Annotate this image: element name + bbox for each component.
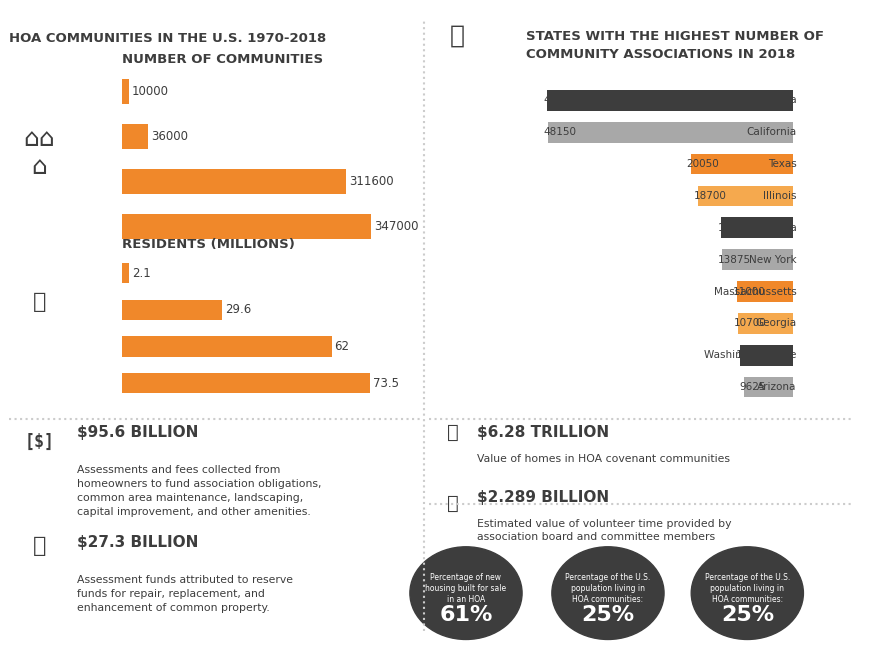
Text: $27.3 BILLION: $27.3 BILLION	[77, 535, 199, 550]
Text: 🗺: 🗺	[449, 24, 465, 47]
Bar	[548, 90, 793, 110]
Text: STATES WITH THE HIGHEST NUMBER OF
COMMUNITY ASSOCIATIONS IN 2018: STATES WITH THE HIGHEST NUMBER OF COMMUN…	[525, 31, 824, 60]
Text: [$]: [$]	[24, 433, 54, 451]
Bar	[737, 281, 793, 302]
Text: 💰: 💰	[447, 422, 459, 442]
Bar	[548, 122, 793, 142]
Text: 10000: 10000	[132, 85, 169, 98]
Text: 11000: 11000	[733, 287, 766, 296]
Text: Percentage of the U.S.
population living in
HOA communities:: Percentage of the U.S. population living…	[565, 573, 651, 604]
Text: New York: New York	[749, 255, 797, 265]
Text: RESIDENTS (MILLIONS): RESIDENTS (MILLIONS)	[122, 239, 294, 252]
Text: 29.6: 29.6	[225, 304, 251, 317]
Bar	[722, 250, 793, 270]
Text: Texas: Texas	[768, 159, 797, 169]
Bar	[122, 124, 148, 149]
Bar	[739, 345, 793, 365]
Text: 62: 62	[334, 340, 349, 353]
Text: 2.1: 2.1	[132, 266, 151, 280]
Text: Assessment funds attributed to reserve
funds for repair, replacement, and
enhanc: Assessment funds attributed to reserve f…	[77, 575, 293, 613]
Text: 61%: 61%	[439, 605, 493, 625]
Text: $2.289 BILLION: $2.289 BILLION	[477, 490, 609, 505]
Bar	[122, 170, 346, 194]
Text: Assessments and fees collected from
homeowners to fund association obligations,
: Assessments and fees collected from home…	[77, 465, 321, 517]
Text: 20050: 20050	[686, 159, 719, 169]
Text: 311600: 311600	[348, 176, 394, 188]
Text: 73.5: 73.5	[373, 377, 399, 390]
Text: ⌂⌂
⌂: ⌂⌂ ⌂	[24, 127, 55, 179]
Bar	[698, 186, 793, 206]
Text: Percentage of the U.S.
population living in
HOA communities:: Percentage of the U.S. population living…	[705, 573, 790, 604]
Bar	[122, 337, 332, 357]
Bar	[122, 263, 129, 283]
Text: NUMBER OF COMMUNITIES: NUMBER OF COMMUNITIES	[122, 53, 323, 66]
Text: California: California	[746, 127, 797, 137]
Text: 🙌: 🙌	[447, 494, 459, 514]
Text: $95.6 BILLION: $95.6 BILLION	[77, 425, 199, 440]
Text: 9625: 9625	[739, 382, 766, 392]
Text: North Carolina: North Carolina	[721, 223, 797, 233]
Text: 25%: 25%	[582, 605, 634, 625]
Bar	[691, 154, 793, 174]
Text: Massachussetts: Massachussetts	[714, 287, 797, 296]
Text: 25%: 25%	[721, 605, 773, 625]
Text: Washington State: Washington State	[705, 350, 797, 360]
Bar	[721, 218, 793, 238]
Circle shape	[692, 547, 803, 640]
Text: 10700: 10700	[734, 318, 767, 328]
Bar	[122, 300, 222, 320]
Circle shape	[552, 547, 664, 640]
Text: 48150: 48150	[544, 127, 577, 137]
Bar	[122, 214, 371, 239]
Text: Arizona: Arizona	[757, 382, 797, 392]
Text: Illinois: Illinois	[763, 191, 797, 201]
Bar	[122, 373, 370, 393]
Text: 👥: 👥	[32, 292, 46, 312]
Text: 36000: 36000	[151, 130, 187, 143]
Text: 347000: 347000	[375, 220, 419, 233]
Text: $6.28 TRILLION: $6.28 TRILLION	[477, 425, 609, 440]
Text: Estimated value of volunteer time provided by
association board and committee me: Estimated value of volunteer time provid…	[477, 519, 732, 542]
Circle shape	[410, 547, 522, 640]
Text: 14000: 14000	[718, 223, 750, 233]
Text: 13875: 13875	[718, 255, 751, 265]
Text: 10450: 10450	[735, 350, 768, 360]
Text: 🐷: 🐷	[32, 536, 46, 556]
Text: Georgia: Georgia	[755, 318, 797, 328]
Text: Value of homes in HOA covenant communities: Value of homes in HOA covenant communiti…	[477, 454, 730, 464]
Text: Florida: Florida	[761, 96, 797, 105]
Text: HOA COMMUNITIES IN THE U.S. 1970-2018: HOA COMMUNITIES IN THE U.S. 1970-2018	[9, 32, 326, 46]
Text: 18700: 18700	[693, 191, 726, 201]
Text: Percentage of new
housing built for sale
in an HOA: Percentage of new housing built for sale…	[425, 573, 507, 604]
Text: 48250: 48250	[544, 96, 577, 105]
Bar	[122, 79, 129, 104]
Bar	[744, 377, 793, 397]
Bar	[739, 313, 793, 333]
